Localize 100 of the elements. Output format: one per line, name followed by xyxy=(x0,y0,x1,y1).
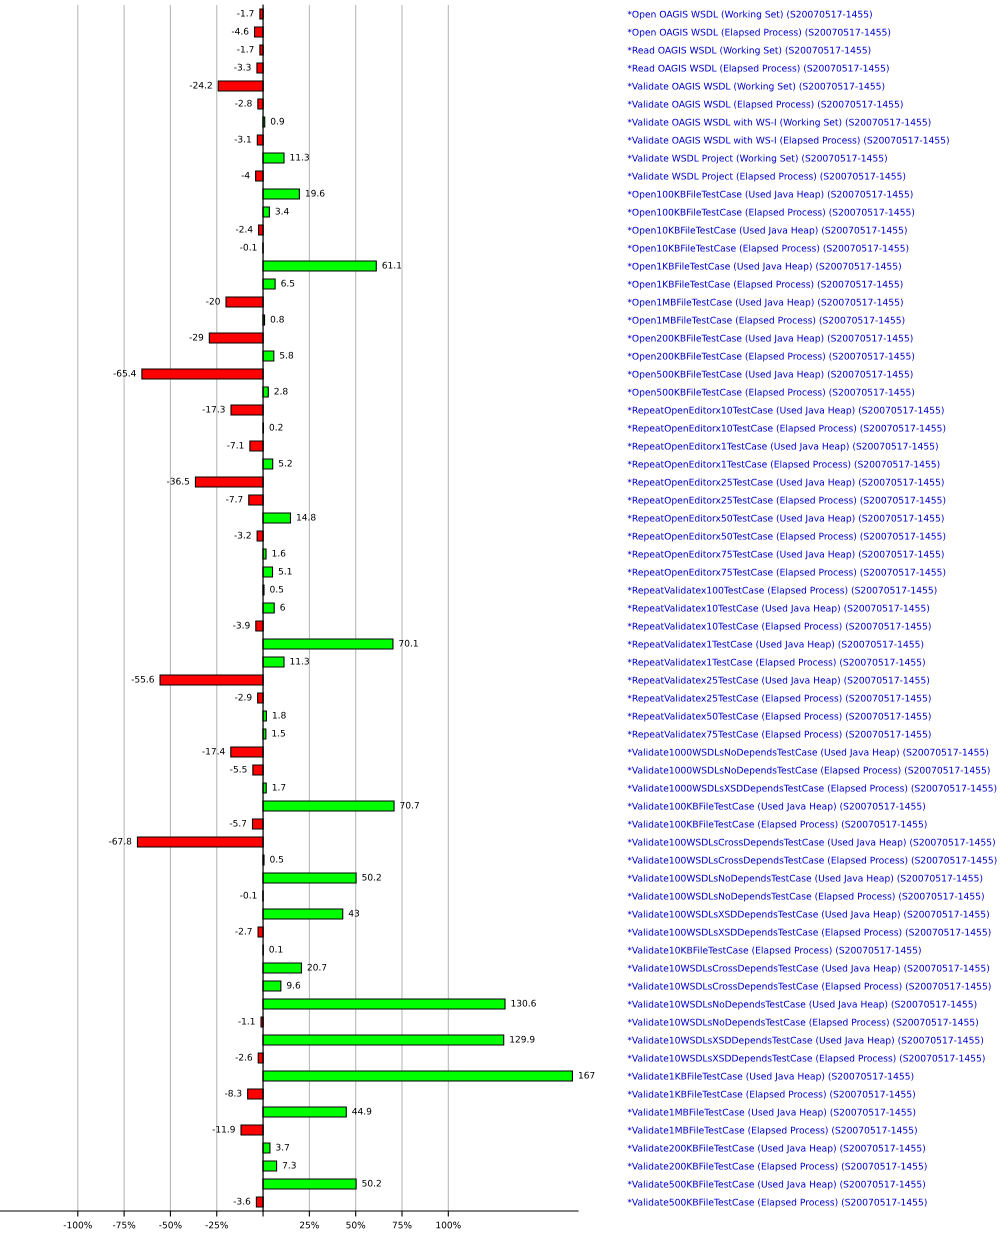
data-label: -3.9 xyxy=(233,621,250,629)
data-label: 1.5 xyxy=(272,729,285,737)
data-label: -1.1 xyxy=(238,1017,255,1025)
data-label: -3.1 xyxy=(234,135,251,143)
data-label: 19.6 xyxy=(305,189,325,197)
y-tick-label: *Open1KBFileTestCase (Used Java Heap) (S20070517-1455) xyxy=(627,262,901,272)
y-tick-label: *Validate OAGIS WSDL with WS-I (Working Set) (S20070517-1455) xyxy=(627,118,931,128)
y-tick-label: *Validate100WSDLsXSDDependsTestCase (Elapsed Process) (S20070517-1455) xyxy=(627,928,991,938)
data-label: -0.1 xyxy=(240,243,257,251)
y-tick-label: *Validate10WSDLsNoDependsTestCase (Elapsed Process) (S20070517-1455) xyxy=(627,1018,978,1028)
y-tick-label: *RepeatOpenEditorx25TestCase (Used Java Heap) (S20070517-1455) xyxy=(627,478,944,488)
data-label: 20.7 xyxy=(307,963,327,971)
y-tick-label: *Open100KBFileTestCase (Used Java Heap) (S20070517-1455) xyxy=(627,190,913,200)
y-tick-label: *Validate10WSDLsCrossDependsTestCase (Used Java Heap) (S20070517-1455) xyxy=(627,964,990,974)
y-tick-label: *Open1MBFileTestCase (Used Java Heap) (S20070517-1455) xyxy=(627,298,903,308)
data-label: 1.6 xyxy=(272,549,286,557)
data-label: 130.6 xyxy=(511,999,536,1007)
data-label: -65.4 xyxy=(113,369,136,377)
y-tick-label: *Open500KBFileTestCase (Elapsed Process) (S20070517-1455) xyxy=(627,388,915,398)
data-label: -3.6 xyxy=(233,1197,251,1205)
y-tick-label: *Validate1MBFileTestCase (Used Java Heap) (S20070517-1455) xyxy=(627,1108,916,1118)
y-tick-label: *Open200KBFileTestCase (Used Java Heap) (S20070517-1455) xyxy=(627,334,913,344)
data-label: -7.1 xyxy=(227,441,244,449)
y-tick-label: *RepeatValidatex50TestCase (Elapsed Process) (S20070517-1455) xyxy=(627,712,931,722)
y-tick-label: *Validate200KBFileTestCase (Used Java Heap) (S20070517-1455) xyxy=(627,1144,926,1154)
data-label: -24.2 xyxy=(189,81,212,89)
data-label: 0.5 xyxy=(270,855,284,863)
data-label: 11.3 xyxy=(290,153,309,161)
y-tick-label: *RepeatValidatex1TestCase (Used Java Heap) (S20070517-1455) xyxy=(627,640,924,650)
data-label: 0.5 xyxy=(270,585,284,593)
data-label: 3.7 xyxy=(276,1143,290,1151)
data-label: -11.9 xyxy=(212,1125,235,1133)
y-tick-label: *Validate OAGIS WSDL (Working Set) (S20070517-1455) xyxy=(627,82,885,92)
x-tick-label: 75% xyxy=(392,1221,412,1229)
x-tick-label: -75% xyxy=(112,1221,136,1229)
data-label: 5.2 xyxy=(278,459,292,467)
data-label: 44.9 xyxy=(352,1107,372,1115)
y-tick-label: *Validate1KBFileTestCase (Used Java Heap) (S20070517-1455) xyxy=(627,1072,914,1082)
y-tick-label: *Validate200KBFileTestCase (Elapsed Process) (S20070517-1455) xyxy=(627,1162,927,1172)
x-tick-label: 50% xyxy=(346,1221,366,1229)
y-tick-label: *Validate100WSDLsNoDependsTestCase (Elapsed Process) (S20070517-1455) xyxy=(627,892,984,902)
data-label: 0.2 xyxy=(269,423,283,431)
y-tick-label: *Open500KBFileTestCase (Used Java Heap) (S20070517-1455) xyxy=(627,370,913,380)
data-label: 70.1 xyxy=(399,639,418,647)
x-tick-label: -25% xyxy=(205,1221,228,1229)
data-label: -67.8 xyxy=(108,837,132,845)
x-tick-label: -50% xyxy=(159,1221,182,1229)
x-tick-label: -100% xyxy=(63,1221,92,1229)
y-tick-label: *Validate1000WSDLsXSDDependsTestCase (Elapsed Process) (S20070517-1455) xyxy=(627,784,997,794)
data-label: -3.2 xyxy=(234,531,251,539)
y-tick-label: *Validate10WSDLsCrossDependsTestCase (Elapsed Process) (S20070517-1455) xyxy=(627,982,991,992)
y-tick-label: *RepeatOpenEditorx50TestCase (Elapsed Process) (S20070517-1455) xyxy=(627,532,946,542)
data-label: 0.1 xyxy=(269,945,283,953)
y-tick-label: *Validate10WSDLsNoDependsTestCase (Used Java Heap) (S20070517-1455) xyxy=(627,1000,977,1010)
data-label: 129.9 xyxy=(510,1035,535,1043)
y-tick-label: *Validate100KBFileTestCase (Used Java Heap) (S20070517-1455) xyxy=(627,802,926,812)
y-tick-label: *Validate1MBFileTestCase (Elapsed Process) (S20070517-1455) xyxy=(627,1126,917,1136)
y-tick-label: *Open1KBFileTestCase (Elapsed Process) (S20070517-1455) xyxy=(627,280,903,290)
data-label: -1.7 xyxy=(237,45,254,53)
y-tick-label: *Open OAGIS WSDL (Elapsed Process) (S20070517-1455) xyxy=(627,28,891,38)
data-label: -8.3 xyxy=(224,1089,242,1097)
y-tick-label: *Open OAGIS WSDL (Working Set) (S20070517-1455) xyxy=(627,10,872,20)
y-tick-label: *Validate500KBFileTestCase (Used Java Heap) (S20070517-1455) xyxy=(627,1180,926,1190)
y-tick-label: *RepeatValidatex10TestCase (Elapsed Process) (S20070517-1455) xyxy=(627,622,931,632)
data-label: 5.8 xyxy=(280,351,294,359)
data-label: -7.7 xyxy=(226,495,243,503)
y-tick-label: *Validate10WSDLsXSDDependsTestCase (Used Java Heap) (S20070517-1455) xyxy=(627,1036,984,1046)
y-tick-label: *Open200KBFileTestCase (Elapsed Process) (S20070517-1455) xyxy=(627,352,915,362)
data-label: -20 xyxy=(206,297,220,305)
data-label: 3.4 xyxy=(275,207,289,215)
y-tick-label: *RepeatOpenEditorx1TestCase (Used Java Heap) (S20070517-1455) xyxy=(627,442,938,452)
data-label: 61.1 xyxy=(382,261,402,269)
y-tick-label: *RepeatValidatex25TestCase (Used Java Heap) (S20070517-1455) xyxy=(627,676,930,686)
y-tick-label: *RepeatValidatex25TestCase (Elapsed Process) (S20070517-1455) xyxy=(627,694,931,704)
data-label: -1.7 xyxy=(237,9,254,17)
y-tick-label: *Open10KBFileTestCase (Used Java Heap) (S20070517-1455) xyxy=(627,226,907,236)
data-label: -2.9 xyxy=(234,693,252,701)
y-tick-label: *Validate100KBFileTestCase (Elapsed Process) (S20070517-1455) xyxy=(627,820,927,830)
y-tick-label: *Validate OAGIS WSDL (Elapsed Process) (S20070517-1455) xyxy=(627,100,903,110)
y-tick-label: *RepeatOpenEditorx25TestCase (Elapsed Process) (S20070517-1455) xyxy=(627,496,946,506)
data-label: 6 xyxy=(280,603,285,611)
data-label: 0.8 xyxy=(270,315,284,323)
data-label: -29 xyxy=(189,333,204,341)
y-tick-label: *Validate OAGIS WSDL with WS-I (Elapsed Process) (S20070517-1455) xyxy=(627,136,949,146)
x-tick-label: 100% xyxy=(436,1221,461,1229)
data-label: 5.1 xyxy=(278,567,292,575)
data-label: 7.3 xyxy=(282,1161,296,1169)
data-label: 167 xyxy=(578,1071,595,1079)
y-tick-label: *Read OAGIS WSDL (Elapsed Process) (S20070517-1455) xyxy=(627,64,889,74)
data-label: 1.8 xyxy=(272,711,286,719)
y-tick-label: *RepeatValidatex75TestCase (Elapsed Process) (S20070517-1455) xyxy=(627,730,931,740)
data-label: -4.6 xyxy=(231,27,249,35)
data-label: 70.7 xyxy=(400,801,419,809)
data-label: 11.3 xyxy=(290,657,309,665)
data-label: -4 xyxy=(241,171,250,179)
y-tick-label: *Open1MBFileTestCase (Elapsed Process) (S20070517-1455) xyxy=(627,316,905,326)
y-tick-label: *Read OAGIS WSDL (Working Set) (S20070517-1455) xyxy=(627,46,871,56)
data-label: -2.6 xyxy=(235,1053,253,1061)
y-tick-label: *RepeatValidatex1TestCase (Elapsed Process) (S20070517-1455) xyxy=(627,658,925,668)
data-label: -3.3 xyxy=(234,63,251,71)
